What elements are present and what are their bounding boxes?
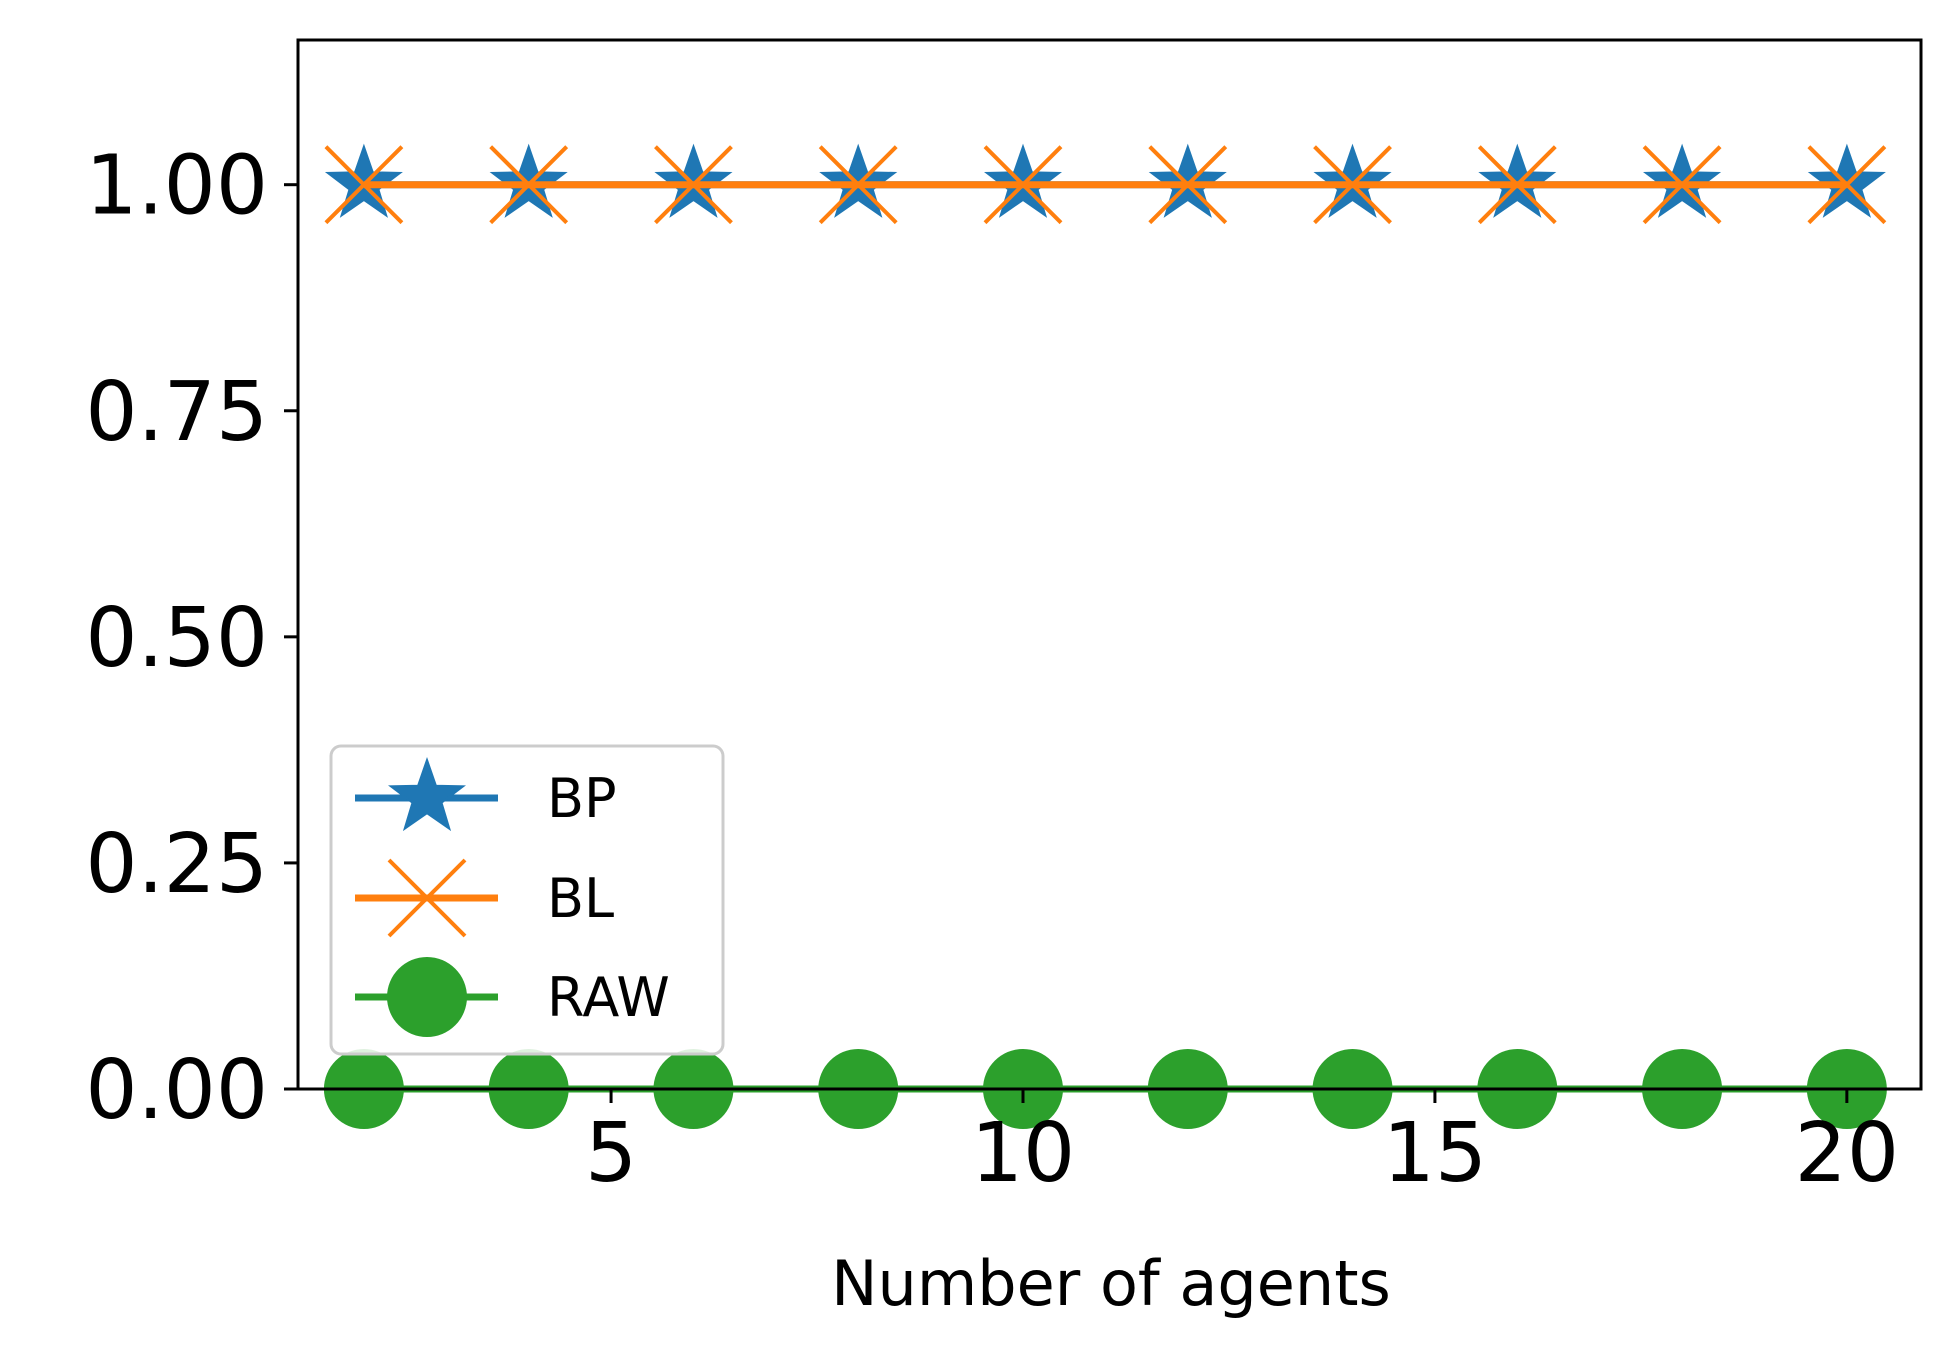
legend-marker xyxy=(387,957,467,1037)
legend-item-bp: BP xyxy=(355,756,617,832)
data-point-bp xyxy=(1478,143,1557,218)
data-point-bp xyxy=(1643,143,1722,218)
legend: BP BL RAW xyxy=(329,744,725,1056)
legend-label: BL xyxy=(547,867,614,930)
y-tick-label: 0.00 xyxy=(85,1043,268,1138)
legend-marker xyxy=(388,756,466,832)
data-point-bp xyxy=(1148,143,1227,218)
y-tick-label: 0.50 xyxy=(85,591,268,686)
legend-label: BP xyxy=(547,767,617,830)
y-tick-label: 0.25 xyxy=(85,817,268,912)
legend-label: RAW xyxy=(547,966,670,1029)
data-point-bp xyxy=(819,143,898,218)
data-point-bp xyxy=(324,143,403,218)
data-point-bp xyxy=(1313,143,1392,218)
legend-item-raw: RAW xyxy=(355,957,670,1037)
legend-item-bl: BL xyxy=(355,858,614,938)
data-point-bp xyxy=(654,143,733,218)
axes-layer: 5 10 15 20 0.00 0.25 0.50 0.75 1.00 xyxy=(85,38,1923,1201)
plot-frame xyxy=(296,38,1923,1091)
x-axis-label: Number of agents xyxy=(831,1247,1391,1320)
data-point-bp xyxy=(1807,143,1886,218)
x-tick-label: 20 xyxy=(1795,1106,1899,1201)
x-tick-label: 15 xyxy=(1383,1106,1487,1201)
x-tick-label: 10 xyxy=(971,1106,1075,1201)
data-point-bp xyxy=(489,143,568,218)
legend-marker xyxy=(387,858,467,938)
data-point-bp xyxy=(984,143,1062,218)
series-bl xyxy=(324,145,1887,225)
series-bp xyxy=(324,143,1886,218)
legend-marker-stroke-b xyxy=(387,858,467,938)
y-tick-label: 1.00 xyxy=(85,139,268,234)
x-tick-label: 5 xyxy=(585,1106,637,1201)
y-tick-label: 0.75 xyxy=(85,365,268,460)
